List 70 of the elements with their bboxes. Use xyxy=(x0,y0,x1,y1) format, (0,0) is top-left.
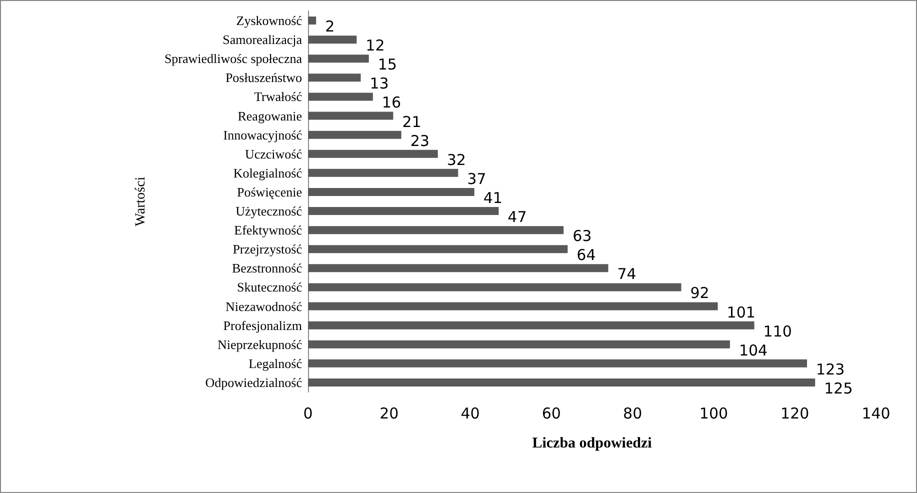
bar xyxy=(308,112,394,120)
bar xyxy=(308,378,816,386)
y-tick-label: Odpowiedzialność xyxy=(205,374,302,390)
y-tick-label: Legalność xyxy=(248,356,302,371)
x-tick-label: 0 xyxy=(303,404,313,422)
y-tick-label: Bezstronność xyxy=(232,260,302,276)
data-label: 12 xyxy=(366,36,385,55)
bar xyxy=(308,321,754,330)
bar xyxy=(308,359,808,368)
data-label: 125 xyxy=(824,379,853,398)
y-tick-label: Skuteczność xyxy=(237,280,302,295)
bar xyxy=(308,54,369,63)
data-label: 63 xyxy=(572,227,592,246)
x-tick-label: 20 xyxy=(380,404,399,422)
bar xyxy=(308,74,361,82)
data-label: 23 xyxy=(410,132,430,150)
data-label: 32 xyxy=(446,150,466,169)
y-tick-label: Innowacyjność xyxy=(223,127,302,142)
data-label: 21 xyxy=(402,112,422,131)
bar xyxy=(308,130,402,139)
bar xyxy=(308,150,438,158)
x-tick-label: 40 xyxy=(460,404,480,422)
y-tick-label: Profesjonalizm xyxy=(223,318,302,333)
data-label: 92 xyxy=(690,284,710,302)
y-tick-label: Niezawodność xyxy=(225,298,302,314)
y-tick-label: Posłuszeństwo xyxy=(225,70,302,86)
y-tick-label: Zyskowność xyxy=(236,13,302,28)
bar xyxy=(308,340,730,348)
y-axis-title: Wartości xyxy=(134,176,148,226)
y-tick-label: Nieprzekupność xyxy=(218,336,302,352)
y-tick-label: Poświęcenie xyxy=(237,184,302,200)
x-tick-label: 120 xyxy=(780,404,810,422)
bar xyxy=(308,92,373,101)
data-label: 37 xyxy=(467,170,486,188)
data-label: 15 xyxy=(378,56,397,74)
x-tick-label: 80 xyxy=(623,404,642,422)
y-tick-label: Kolegialność xyxy=(233,165,302,180)
data-label: 16 xyxy=(382,94,402,112)
y-tick-label: Trwałość xyxy=(254,89,302,104)
data-label: 101 xyxy=(726,303,756,322)
y-tick-label: Przejrzystość xyxy=(232,242,302,257)
data-label: 47 xyxy=(508,208,527,226)
bar xyxy=(308,226,564,234)
bar xyxy=(308,245,568,254)
data-label: 74 xyxy=(617,265,636,284)
bar xyxy=(308,16,316,25)
data-label: 64 xyxy=(576,246,596,264)
data-label: 104 xyxy=(738,341,768,360)
data-label: 2 xyxy=(325,18,335,36)
bar xyxy=(308,207,499,216)
x-tick-label: 100 xyxy=(699,404,728,422)
y-tick-label: Sprawiedliwośc społeczna xyxy=(164,51,302,66)
x-tick-label: 140 xyxy=(862,404,890,422)
y-tick-label: Samorealizacja xyxy=(222,32,302,48)
data-label: 123 xyxy=(816,360,845,378)
y-tick-label: Uczciwość xyxy=(244,146,302,162)
bar xyxy=(308,302,718,310)
data-label: 41 xyxy=(483,188,502,207)
y-tick-label: Użyteczność xyxy=(236,204,302,219)
x-axis-title: Liczba odpowiedzi xyxy=(532,436,652,452)
data-label: 13 xyxy=(370,74,389,93)
y-tick-label: Efektywność xyxy=(234,222,302,238)
bar xyxy=(308,168,458,177)
data-label: 110 xyxy=(763,322,792,340)
bar xyxy=(308,36,357,44)
bar xyxy=(308,264,608,272)
bar xyxy=(308,188,474,196)
x-tick-label: 60 xyxy=(542,404,561,422)
y-tick-label: Reagowanie xyxy=(238,108,302,124)
bar xyxy=(308,283,682,292)
